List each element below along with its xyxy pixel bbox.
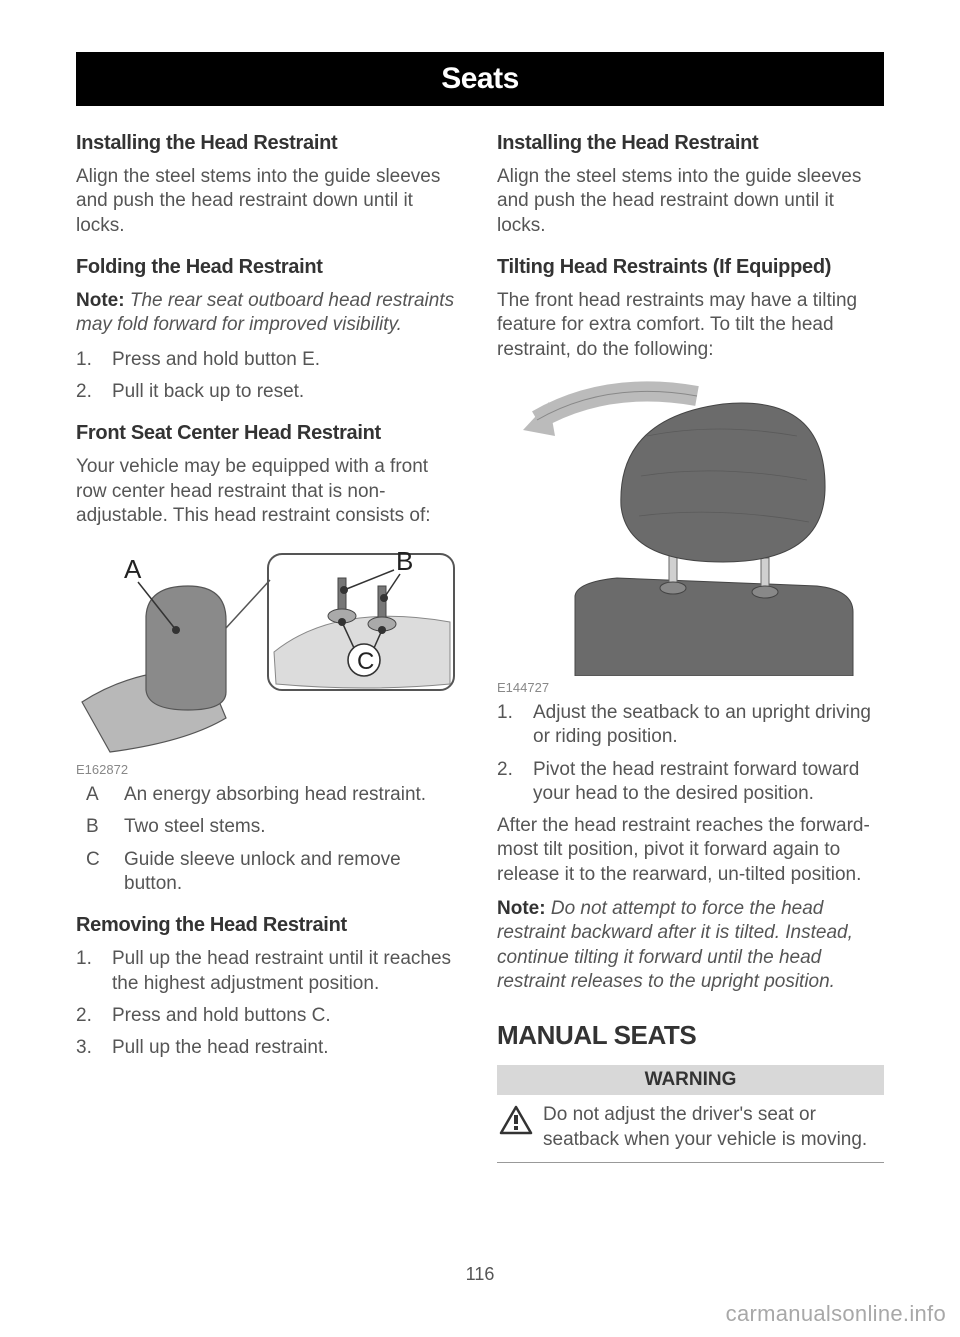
heading-install-right: Installing the Head Restraint xyxy=(497,132,884,155)
warning-header: WARNING xyxy=(497,1065,884,1095)
figure-e144727: E144727 xyxy=(497,376,884,695)
list-item: Pull up the head restraint. xyxy=(76,1036,463,1060)
note-tilt: Note: Do not attempt to force the head r… xyxy=(497,897,884,994)
heading-install-left: Installing the Head Restraint xyxy=(76,132,463,155)
section-manual-seats: MANUAL SEATS xyxy=(497,1020,884,1051)
right-column: Installing the Head Restraint Align the … xyxy=(497,132,884,1163)
legend-key: B xyxy=(76,815,124,839)
para-front-center: Your vehicle may be equipped with a fron… xyxy=(76,455,463,528)
legend-list: A An energy absorbing head restraint. B … xyxy=(76,783,463,896)
svg-text:B: B xyxy=(396,546,413,576)
tilt-steps: Adjust the seatback to an upright drivin… xyxy=(497,701,884,806)
warning-icon xyxy=(499,1103,533,1152)
note-body: Do not attempt to force the head restrai… xyxy=(497,898,853,992)
warning-text: Do not adjust the driver's seat or seatb… xyxy=(543,1103,882,1152)
legend-row: C Guide sleeve unlock and remove button. xyxy=(76,848,463,897)
heading-folding: Folding the Head Restraint xyxy=(76,256,463,279)
page-number: 116 xyxy=(0,1264,960,1285)
page-title-bar: Seats xyxy=(76,52,884,106)
legend-key: C xyxy=(76,848,124,897)
folding-steps: Press and hold button E. Pull it back up… xyxy=(76,348,463,405)
legend-key: A xyxy=(76,783,124,807)
warning-body-row: Do not adjust the driver's seat or seatb… xyxy=(497,1095,884,1163)
legend-text: Guide sleeve unlock and remove button. xyxy=(124,848,463,897)
figure-id: E144727 xyxy=(497,680,884,695)
para-install-right: Align the steel stems into the guide sle… xyxy=(497,165,884,238)
list-item: Adjust the seatback to an upright drivin… xyxy=(497,701,884,750)
watermark: carmanualsonline.info xyxy=(726,1301,946,1327)
legend-row: A An energy absorbing head restraint. xyxy=(76,783,463,807)
content-columns: Installing the Head Restraint Align the … xyxy=(76,132,884,1163)
para-tilting: The front head restraints may have a til… xyxy=(497,289,884,362)
list-item: Press and hold buttons C. xyxy=(76,1004,463,1028)
note-body: The rear seat outboard head restraints m… xyxy=(76,290,454,335)
note-label: Note: xyxy=(497,898,546,919)
heading-front-center: Front Seat Center Head Restraint xyxy=(76,422,463,445)
list-item: Pull up the head restraint until it reac… xyxy=(76,947,463,996)
heading-removing: Removing the Head Restraint xyxy=(76,914,463,937)
page-title: Seats xyxy=(441,62,519,95)
legend-row: B Two steel stems. xyxy=(76,815,463,839)
svg-text:C: C xyxy=(357,648,374,675)
para-install-left: Align the steel stems into the guide sle… xyxy=(76,165,463,238)
figure-e162872: A B C E162872 xyxy=(76,542,463,777)
list-item: Pull it back up to reset. xyxy=(76,380,463,404)
warning-box: WARNING Do not adjust the driver's seat … xyxy=(497,1065,884,1163)
para-after-tilt: After the head restraint reaches the for… xyxy=(497,814,884,887)
heading-tilting: Tilting Head Restraints (If Equipped) xyxy=(497,256,884,279)
removing-steps: Pull up the head restraint until it reac… xyxy=(76,947,463,1060)
svg-text:A: A xyxy=(124,554,142,584)
legend-text: An energy absorbing head restraint. xyxy=(124,783,463,807)
note-folding: Note: The rear seat outboard head restra… xyxy=(76,289,463,338)
list-item: Pivot the head restraint forward toward … xyxy=(497,758,884,807)
note-label: Note: xyxy=(76,290,125,311)
left-column: Installing the Head Restraint Align the … xyxy=(76,132,463,1163)
list-item: Press and hold button E. xyxy=(76,348,463,372)
legend-text: Two steel stems. xyxy=(124,815,463,839)
figure-id: E162872 xyxy=(76,762,463,777)
